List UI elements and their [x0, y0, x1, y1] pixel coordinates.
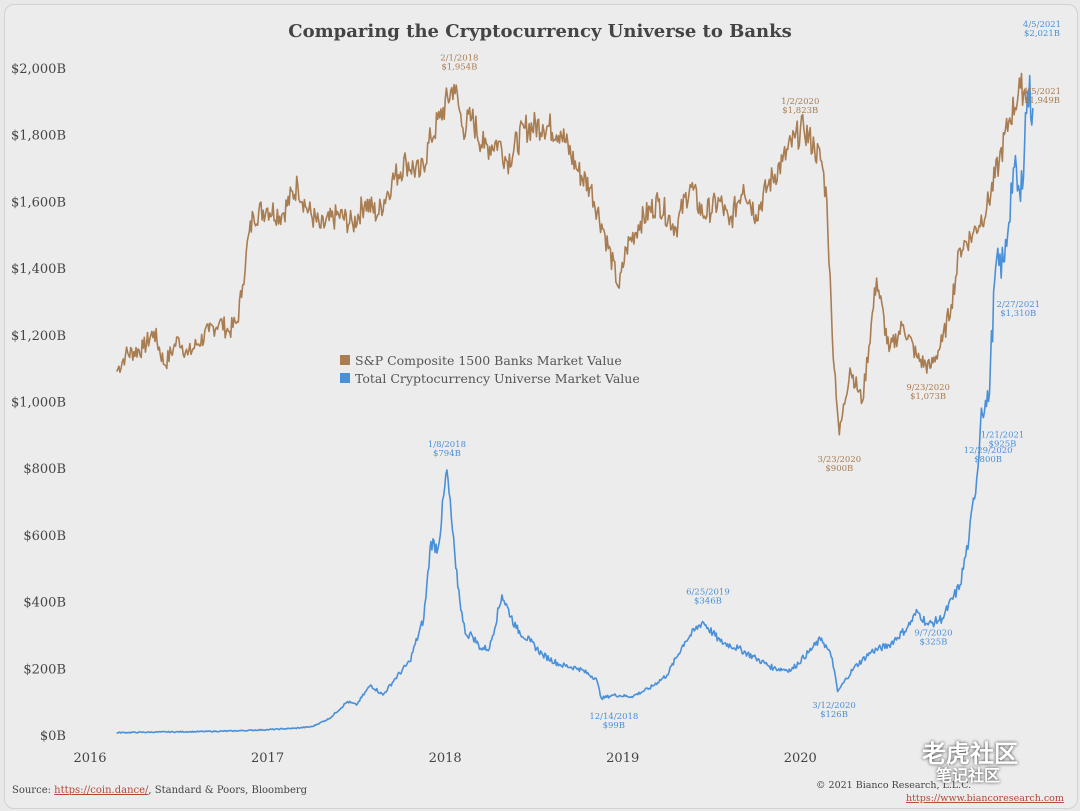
- annotation-date: 4/5/2021: [1023, 20, 1061, 30]
- x-tick-label: 2016: [73, 751, 106, 766]
- annotation-date: 9/23/2020: [906, 383, 950, 393]
- annotation-date: 2/1/2018: [440, 53, 478, 63]
- series-line-crypto: [116, 74, 1034, 734]
- y-tick-label: $600B: [23, 529, 66, 544]
- website-link[interactable]: https://www.biancoresearch.com: [906, 793, 1064, 804]
- y-tick-label: $0B: [40, 729, 66, 744]
- annotation-value: $1,823B: [782, 106, 818, 116]
- annotation-date: 9/7/2020: [914, 629, 952, 639]
- annotation-value: $99B: [603, 721, 625, 731]
- y-tick-label: $1,000B: [11, 396, 66, 411]
- watermark: 老虎社区 笔记社区: [872, 722, 1072, 802]
- watermark-sub: 笔记社区: [936, 766, 1001, 785]
- annotation-value: $925B: [989, 440, 1017, 450]
- y-tick-label: $200B: [23, 662, 66, 677]
- source-rest: , Standard & Poors, Bloomberg: [148, 785, 307, 796]
- annotation-value: $1,954B: [441, 62, 477, 72]
- y-tick-label: $2,000B: [11, 62, 66, 77]
- annotation-date: 4/5/2021: [1023, 87, 1061, 97]
- annotation-value: $1,949B: [1024, 96, 1060, 106]
- annotation-value: $794B: [433, 449, 461, 459]
- legend-label: S&P Composite 1500 Banks Market Value: [355, 353, 622, 368]
- copyright-note: © 2021 Bianco Research, L.L.C.: [816, 780, 971, 791]
- y-tick-label: $1,200B: [11, 329, 66, 344]
- annotation-value: $325B: [920, 638, 948, 648]
- annotation-value: $1,073B: [910, 392, 946, 402]
- annotation-date: 3/12/2020: [812, 701, 856, 711]
- annotation-date: 1/21/2021: [981, 431, 1025, 441]
- annotation-value: $2,021B: [1024, 29, 1060, 39]
- chart-frame: [4, 4, 1078, 809]
- legend-swatch: [340, 355, 350, 365]
- annotation-value: $900B: [825, 464, 853, 474]
- y-tick-label: $800B: [23, 462, 66, 477]
- watermark-brand: 老虎社区: [922, 740, 1018, 768]
- x-tick-label: 2019: [606, 751, 639, 766]
- annotation-value: $1,310B: [1000, 309, 1036, 319]
- annotation-value: $800B: [974, 455, 1002, 465]
- x-tick-label: 2018: [429, 751, 462, 766]
- annotation-date: 12/29/2020: [964, 446, 1013, 456]
- series-line-banks: [115, 72, 1032, 436]
- annotation-value: $126B: [820, 710, 848, 720]
- x-tick-label: 2017: [251, 751, 284, 766]
- y-tick-label: $400B: [23, 596, 66, 611]
- annotation-date: 1/8/2018: [428, 440, 466, 450]
- y-tick-label: $1,800B: [11, 129, 66, 144]
- annotation-date: 3/23/2020: [818, 455, 862, 465]
- legend-label: Total Cryptocurrency Universe Market Val…: [355, 371, 640, 386]
- chart-title: Comparing the Cryptocurrency Universe to…: [288, 21, 791, 42]
- annotation-date: 6/25/2019: [686, 588, 730, 598]
- legend-swatch: [340, 373, 350, 383]
- annotation-date: 1/2/2020: [781, 97, 819, 107]
- y-tick-label: $1,600B: [11, 195, 66, 210]
- annotation-value: $346B: [694, 597, 722, 607]
- x-tick-label: 2020: [784, 751, 817, 766]
- source-note: Source: https://coin.dance/, Standard & …: [12, 785, 308, 796]
- source-link[interactable]: https://coin.dance/: [54, 785, 149, 796]
- annotation-date: 12/14/2018: [589, 712, 638, 722]
- source-prefix: Source:: [12, 785, 54, 796]
- annotation-date: 2/27/2021: [996, 300, 1040, 310]
- y-tick-label: $1,400B: [11, 262, 66, 277]
